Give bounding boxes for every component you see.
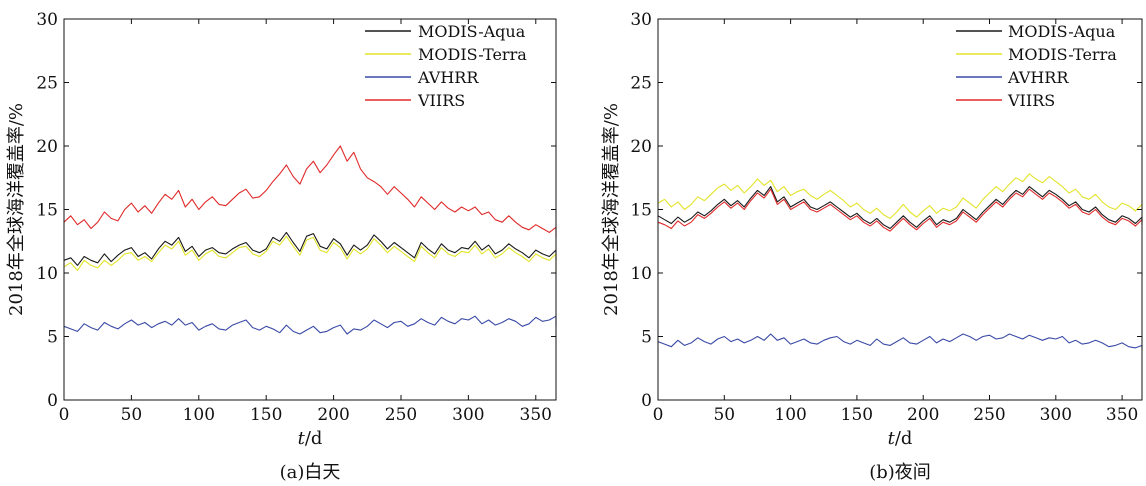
panel-daytime: 0 50 100 150 200 250 300 350 0 5 10 15 20 25 30 t/d 2018… bbox=[6, 10, 557, 483]
x-tick-label: 250 bbox=[385, 405, 417, 425]
x-axis-title: t/d bbox=[888, 428, 913, 449]
legend-label-avhrr: AVHRR bbox=[417, 68, 479, 87]
x-axis-unit: /d bbox=[305, 428, 323, 449]
y-tick-label: 15 bbox=[36, 201, 58, 221]
x-tick-label: 50 bbox=[121, 405, 143, 425]
y-tick-label: 20 bbox=[630, 137, 652, 157]
plot-frame bbox=[63, 18, 557, 401]
y-axis-title: 2018年全球海洋覆盖率/% bbox=[6, 103, 27, 316]
y-tick-label: 10 bbox=[36, 264, 58, 284]
x-axis-var: t bbox=[888, 428, 896, 449]
y-tick-label: 10 bbox=[630, 264, 652, 284]
y-tick-label: 0 bbox=[47, 391, 58, 411]
series-line-modis-terra bbox=[657, 173, 1143, 219]
legend-label-modis-aqua: MODIS-Aqua bbox=[1008, 22, 1116, 41]
y-tick-label: 20 bbox=[36, 137, 58, 157]
legend-label-viirs: VIIRS bbox=[417, 91, 465, 110]
panel-caption: (a)白天 bbox=[280, 462, 341, 483]
x-tick-label: 300 bbox=[452, 405, 484, 425]
series-line-avhrr bbox=[63, 315, 557, 335]
x-tick-label: 250 bbox=[973, 405, 1005, 425]
x-tick-label: 300 bbox=[1040, 405, 1072, 425]
x-tick-label: 0 bbox=[653, 405, 664, 425]
x-tick-label: 350 bbox=[1106, 405, 1138, 425]
y-tick-label: 15 bbox=[630, 201, 652, 221]
y-tick-label: 25 bbox=[36, 74, 58, 94]
series-line-modis-terra bbox=[63, 235, 557, 273]
y-tick-label: 30 bbox=[36, 10, 58, 30]
panel-nighttime: 0 50 100 150 200 250 300 350 0 5 10 15 20 25 30 t/d 2018… bbox=[601, 10, 1143, 483]
legend-label-viirs: VIIRS bbox=[1007, 91, 1055, 110]
legend-label-avhrr: AVHRR bbox=[1007, 68, 1069, 87]
x-tick-label: 100 bbox=[774, 405, 806, 425]
y-tick-label: 5 bbox=[47, 328, 58, 348]
x-tick-label: 200 bbox=[317, 405, 349, 425]
y-tick-label: 30 bbox=[630, 10, 652, 30]
x-tick-label: 200 bbox=[907, 405, 939, 425]
y-tick-label: 25 bbox=[630, 74, 652, 94]
legend-label-modis-aqua: MODIS-Aqua bbox=[418, 22, 526, 41]
panel-caption: (b)夜间 bbox=[869, 462, 931, 483]
series-line-viirs bbox=[657, 188, 1143, 232]
y-tick-label: 5 bbox=[641, 328, 652, 348]
x-tick-label: 100 bbox=[183, 405, 215, 425]
series-line-avhrr bbox=[657, 333, 1143, 350]
series-line-modis-aqua bbox=[657, 186, 1143, 230]
x-tick-label: 350 bbox=[520, 405, 552, 425]
x-axis-unit: /d bbox=[895, 428, 913, 449]
x-tick-label: 150 bbox=[841, 405, 873, 425]
series-line-viirs bbox=[63, 145, 557, 238]
x-axis-var: t bbox=[298, 428, 306, 449]
x-tick-label: 0 bbox=[59, 405, 70, 425]
x-tick-label: 150 bbox=[250, 405, 282, 425]
legend-label-modis-terra: MODIS-Terra bbox=[418, 45, 527, 64]
y-axis-title: 2018年全球海洋覆盖率/% bbox=[601, 103, 622, 316]
x-axis-title: t/d bbox=[298, 428, 323, 449]
y-tick-label: 0 bbox=[641, 391, 652, 411]
x-tick-label: 50 bbox=[713, 405, 735, 425]
legend-label-modis-terra: MODIS-Terra bbox=[1008, 45, 1117, 64]
series-line-modis-aqua bbox=[63, 231, 557, 266]
